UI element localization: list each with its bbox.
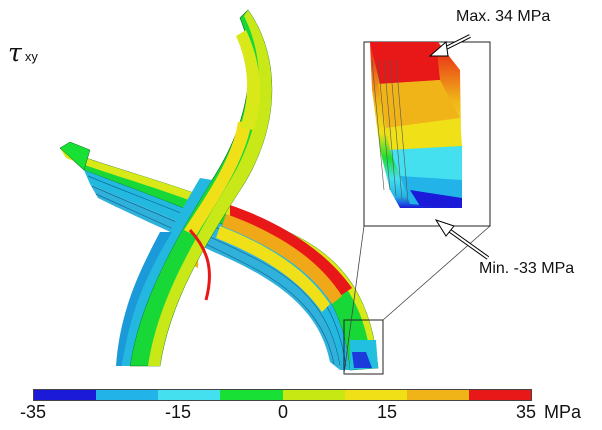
colorbar-segment: [282, 390, 345, 400]
colorbar-unit-label: MPa: [544, 402, 582, 422]
colorbar-tick-label: 15: [376, 402, 398, 422]
min-arrow: [434, 219, 490, 260]
colorbar: [33, 389, 532, 401]
stress-symbol-subscript: xy: [24, 49, 38, 64]
max-arrow: [428, 34, 471, 57]
colorbar-tick-label: 0: [277, 402, 289, 422]
max-callout-label: Max. 34 MPa: [456, 8, 551, 25]
colorbar-segment: [220, 390, 283, 400]
stress-symbol-main: τ: [8, 38, 22, 67]
colorbar-segment: [344, 390, 407, 400]
min-callout-label: Min. -33 MPa: [479, 260, 575, 277]
blade-lower: [59, 141, 379, 371]
colorbar-tick-label: -35: [19, 402, 47, 422]
colorbar-segment: [406, 390, 469, 400]
blade-upper: [116, 9, 273, 367]
stress-symbol: τ xy: [8, 38, 38, 67]
inset-magnified-view: [363, 41, 491, 227]
zoom-region-box: [343, 319, 384, 375]
colorbar-tick-label: 35: [515, 402, 537, 422]
colorbar-segment: [34, 390, 97, 400]
colorbar-segment: [96, 390, 159, 400]
colorbar-segment: [468, 390, 531, 400]
colorbar-tick-label: -15: [164, 402, 192, 422]
colorbar-segment: [158, 390, 221, 400]
